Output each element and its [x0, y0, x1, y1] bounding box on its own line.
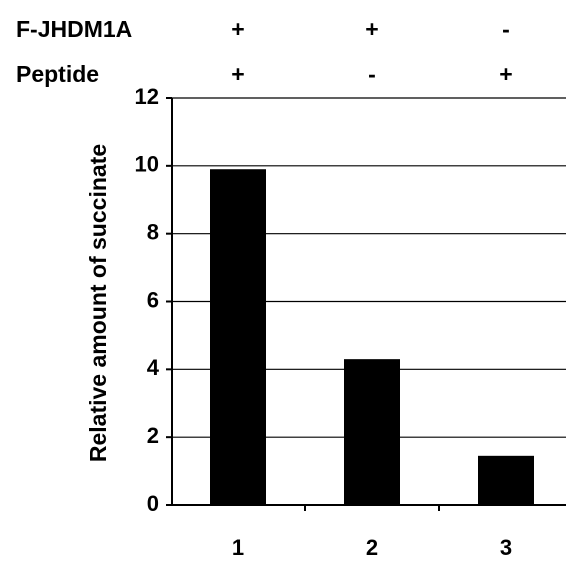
bar-1 — [210, 169, 266, 505]
condition-sign: - — [368, 61, 376, 87]
x-tick-label: 1 — [232, 535, 244, 560]
y-tick-label: 12 — [135, 84, 159, 109]
y-axis-title: Relative amount of succinate — [85, 144, 111, 462]
y-tick-label: 0 — [147, 491, 159, 516]
condition-sign: + — [499, 61, 512, 87]
condition-label-peptide: Peptide — [16, 61, 99, 87]
condition-label-f-jhdm1a: F-JHDM1A — [16, 16, 132, 42]
y-tick-label: 10 — [135, 152, 159, 177]
y-tick-label: 8 — [147, 219, 159, 244]
condition-sign: - — [502, 16, 510, 42]
x-tick-label: 3 — [500, 535, 512, 560]
y-tick-label: 6 — [147, 287, 159, 312]
bar-2 — [344, 359, 400, 505]
condition-table: F-JHDM1A + + - Peptide + - + — [16, 16, 513, 87]
x-tick-label: 2 — [366, 535, 378, 560]
condition-sign: + — [365, 16, 378, 42]
condition-sign: + — [231, 16, 244, 42]
bar-3 — [478, 455, 534, 505]
y-tick-label: 2 — [147, 423, 159, 448]
y-tick-label: 4 — [147, 355, 160, 380]
condition-sign: + — [231, 61, 244, 87]
bars — [210, 169, 534, 505]
axes — [166, 97, 566, 511]
